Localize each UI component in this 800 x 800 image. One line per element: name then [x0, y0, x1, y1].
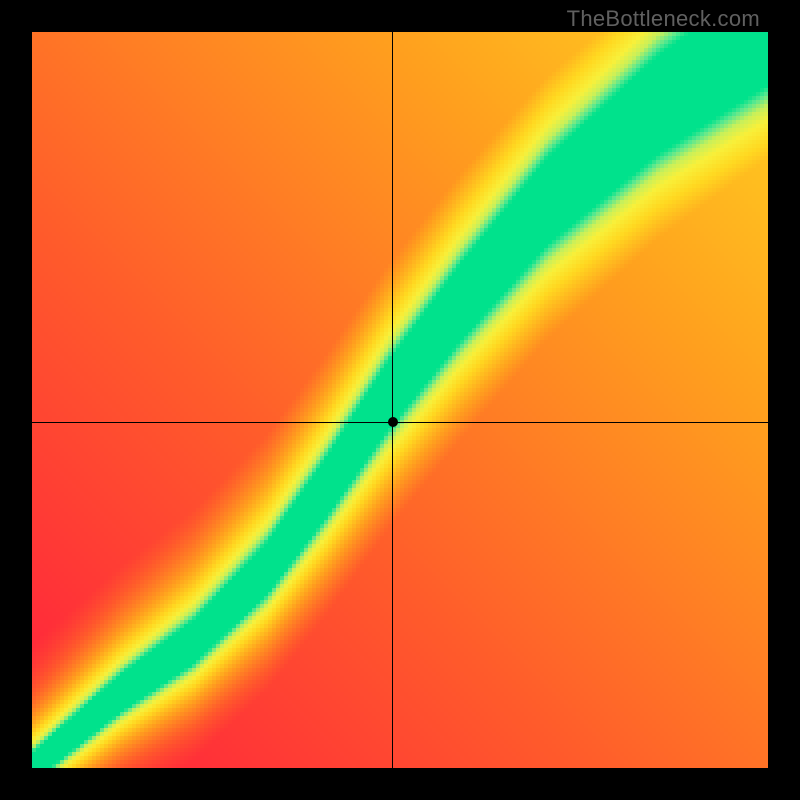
crosshair-dot — [388, 417, 398, 427]
chart-container: TheBottleneck.com — [0, 0, 800, 800]
bottleneck-heatmap — [32, 32, 768, 768]
crosshair-horizontal — [32, 422, 768, 423]
watermark-text: TheBottleneck.com — [567, 6, 760, 32]
crosshair-vertical — [392, 32, 393, 768]
